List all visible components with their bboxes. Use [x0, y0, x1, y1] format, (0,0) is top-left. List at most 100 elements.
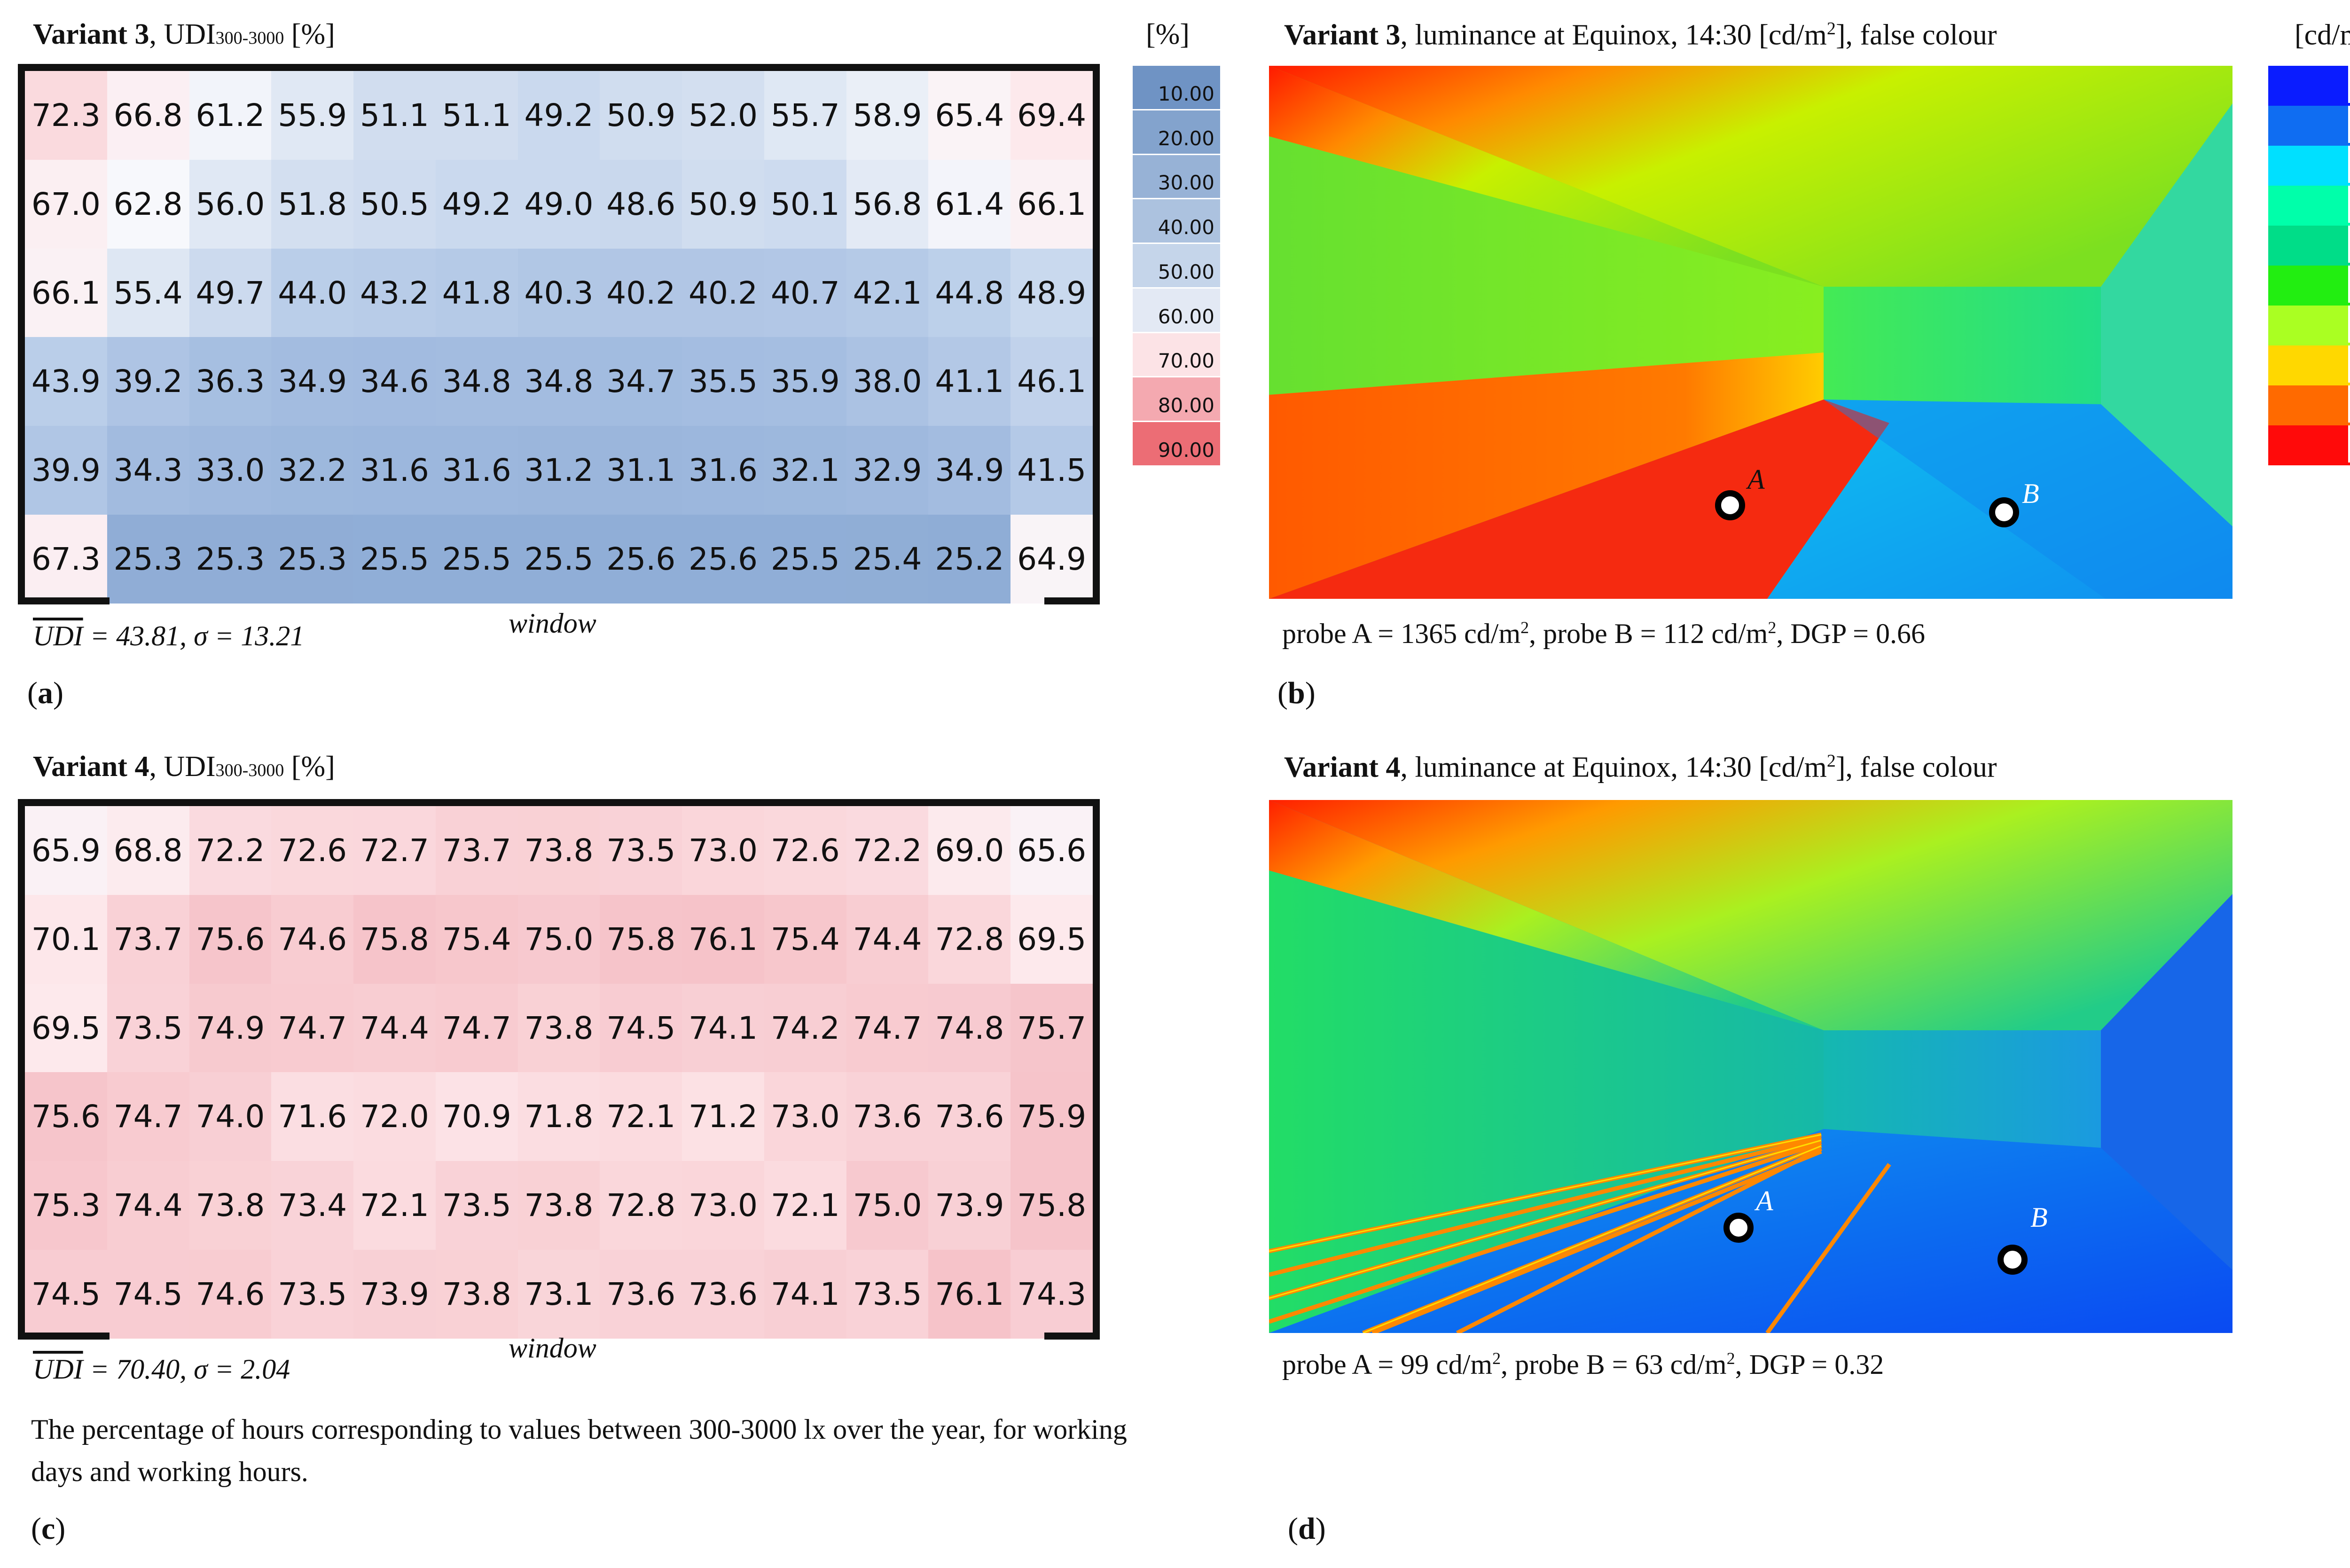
udi-v4-cell: 75.6 — [25, 1072, 107, 1161]
udi-v4-cell: 74.5 — [600, 983, 682, 1073]
udi-v4-cell: 75.4 — [764, 894, 846, 984]
legend-a-level: 40.00 — [1133, 199, 1220, 243]
udi-v3-cell: 66.1 — [25, 248, 107, 337]
udi-v3-cell: 41.1 — [928, 337, 1011, 426]
udi-v4-cell: 73.8 — [517, 983, 600, 1073]
udi-v4-cell: 72.6 — [271, 806, 354, 895]
udi-mean-value-c: = 70.40, σ = 2.04 — [83, 1354, 290, 1385]
probe-a-marker-d — [1723, 1213, 1754, 1243]
legend-b-level: 168 — [2268, 186, 2350, 226]
udi-v4-cell: 72.8 — [600, 1161, 682, 1250]
panel-a-title-unit: [%] — [284, 18, 335, 50]
udi-v3-cell: 32.9 — [846, 426, 929, 515]
udi-v3-cell: 39.2 — [107, 337, 189, 426]
legend-b-swatch — [2268, 425, 2348, 465]
udi-v3-cell: 34.6 — [353, 337, 436, 426]
legend-a-level: 30.00 — [1133, 155, 1220, 198]
grid-a-bottom-wall-left — [18, 597, 110, 604]
grid-c-bottom-wall-right — [1044, 1333, 1100, 1340]
udi-v4-cell: 74.6 — [189, 1250, 272, 1339]
legend-b-swatch — [2268, 106, 2348, 146]
udi-v3-cell: 56.8 — [846, 159, 929, 249]
udi-v3-cell: 61.2 — [189, 71, 272, 160]
udi-v4-cell: 73.0 — [682, 1161, 764, 1250]
udi-v3-cell: 34.3 — [107, 426, 189, 515]
udi-v4-cell: 75.7 — [1010, 983, 1093, 1073]
udi-v3-cell: 43.2 — [353, 248, 436, 337]
panel-d-probe-values: probe A = 99 cd/m2, probe B = 63 cd/m2, … — [1282, 1350, 1884, 1379]
udi-v4-cell: 73.5 — [846, 1250, 929, 1339]
udi-v3-cell: 34.9 — [271, 337, 354, 426]
udi-v3-cell: 34.7 — [600, 337, 682, 426]
udi-v3-cell: 31.6 — [682, 426, 764, 515]
udi-v3-cell: 50.9 — [682, 159, 764, 249]
legend-a-level: 70.00 — [1133, 333, 1220, 376]
udi-v3-cell: 50.9 — [600, 71, 682, 160]
panel-b-probe-values: probe A = 1365 cd/m2, probe B = 112 cd/m… — [1282, 619, 1925, 648]
panel-d-title-end: ], false colour — [1835, 751, 1997, 784]
udi-v4-cell: 72.1 — [353, 1161, 436, 1250]
udi-v4-cell: 73.1 — [517, 1250, 600, 1339]
udi-v3-cell: 34.8 — [517, 337, 600, 426]
panel-b-label: (b) — [1277, 676, 1316, 710]
udi-v4-cell: 69.0 — [928, 806, 1011, 895]
udi-mean-label-c: UDI — [33, 1354, 83, 1385]
panel-d-title-sup: 2 — [1826, 751, 1836, 771]
panel-c-title-sub: 300-3000 — [215, 760, 284, 780]
luminance-render-variant-3 — [1269, 66, 2232, 599]
udi-v4-cell: 73.5 — [600, 806, 682, 895]
udi-v4-cell: 72.7 — [353, 806, 436, 895]
udi-v3-cell: 25.3 — [189, 515, 272, 604]
legend-b-level: 0 — [2268, 66, 2350, 106]
udi-v3-cell: 34.8 — [435, 337, 518, 426]
udi-v4-cell: 73.9 — [928, 1161, 1011, 1250]
legend-b-level: 1160 — [2268, 385, 2350, 425]
udi-v3-cell: 51.1 — [435, 71, 518, 160]
udi-v3-cell: 65.4 — [928, 71, 1011, 160]
udi-v4-cell: 74.4 — [846, 894, 929, 984]
udi-v3-cell: 49.7 — [189, 248, 272, 337]
probe-a-label-d: A — [1756, 1185, 1773, 1216]
grid-a-bottom-wall-right — [1044, 597, 1100, 604]
udi-v4-cell: 74.9 — [189, 983, 272, 1073]
udi-v4-cell: 65.9 — [25, 806, 107, 895]
udi-v3-cell: 31.6 — [353, 426, 436, 515]
udi-v4-cell: 74.8 — [928, 983, 1011, 1073]
legend-b-level: 488 — [2268, 306, 2350, 345]
legend-a-level: 80.00 — [1133, 377, 1220, 421]
udi-v4-cell: 73.6 — [846, 1072, 929, 1161]
legend-b-level: 41 — [2268, 106, 2350, 146]
udi-v4-cell: 72.2 — [846, 806, 929, 895]
udi-v3-cell: 31.6 — [435, 426, 518, 515]
udi-v3-cell: 61.4 — [928, 159, 1011, 249]
udi-v4-cell: 73.8 — [435, 1250, 518, 1339]
udi-v3-cell: 55.4 — [107, 248, 189, 337]
udi-v4-cell: 74.3 — [1010, 1250, 1093, 1339]
panel-a-title-rest: , UDI — [149, 18, 216, 50]
legend-b-label: 168 — [2348, 186, 2350, 226]
udi-v4-cell: 73.5 — [271, 1250, 354, 1339]
udi-v4-cell: 75.6 — [189, 894, 272, 984]
panel-c-label: (c) — [31, 1512, 66, 1546]
udi-v3-cell: 25.3 — [271, 515, 354, 604]
udi-v3-cell: 44.0 — [271, 248, 354, 337]
legend-b-swatch — [2268, 186, 2348, 226]
udi-v3-cell: 25.5 — [517, 515, 600, 604]
udi-v4-cell: 74.6 — [271, 894, 354, 984]
window-label: window — [509, 608, 596, 639]
legend-b-level: 268 — [2268, 226, 2350, 266]
udi-grid-variant-4: 65.9 68.8 72.2 72.6 72.7 73.7 73.8 73.5 73.0 72.6… — [18, 799, 1100, 1339]
udi-v4-cell: 72.1 — [764, 1161, 846, 1250]
legend-a-level: 10.00 — [1133, 66, 1220, 109]
udi-v4-cell: 73.7 — [435, 806, 518, 895]
legend-b-label: 827 — [2348, 345, 2350, 385]
udi-v3-cell: 43.9 — [25, 337, 107, 426]
legend-a-unit: [%] — [1146, 18, 1190, 50]
udi-v4-cell: 73.4 — [271, 1161, 354, 1250]
udi-v4-cell: 74.1 — [682, 983, 764, 1073]
udi-v4-cell: 68.8 — [107, 806, 189, 895]
legend-a-level: 90.00 — [1133, 422, 1220, 466]
legend-b-swatch — [2268, 306, 2348, 345]
legend-a-level: 20.00 — [1133, 110, 1220, 154]
udi-v4-cell: 75.3 — [25, 1161, 107, 1250]
